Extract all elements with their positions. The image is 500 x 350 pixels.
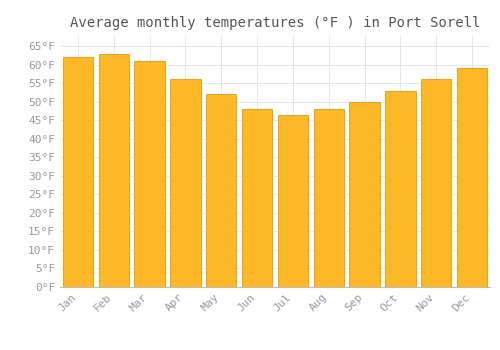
Bar — [206, 94, 236, 287]
Bar — [314, 109, 344, 287]
Bar — [350, 102, 380, 287]
Bar — [98, 54, 129, 287]
Bar — [278, 115, 308, 287]
Bar — [242, 109, 272, 287]
Bar — [62, 57, 93, 287]
Bar — [385, 91, 416, 287]
Bar — [421, 79, 452, 287]
Bar — [170, 79, 200, 287]
Bar — [457, 68, 488, 287]
Title: Average monthly temperatures (°F ) in Port Sorell: Average monthly temperatures (°F ) in Po… — [70, 16, 480, 30]
Bar — [134, 61, 165, 287]
